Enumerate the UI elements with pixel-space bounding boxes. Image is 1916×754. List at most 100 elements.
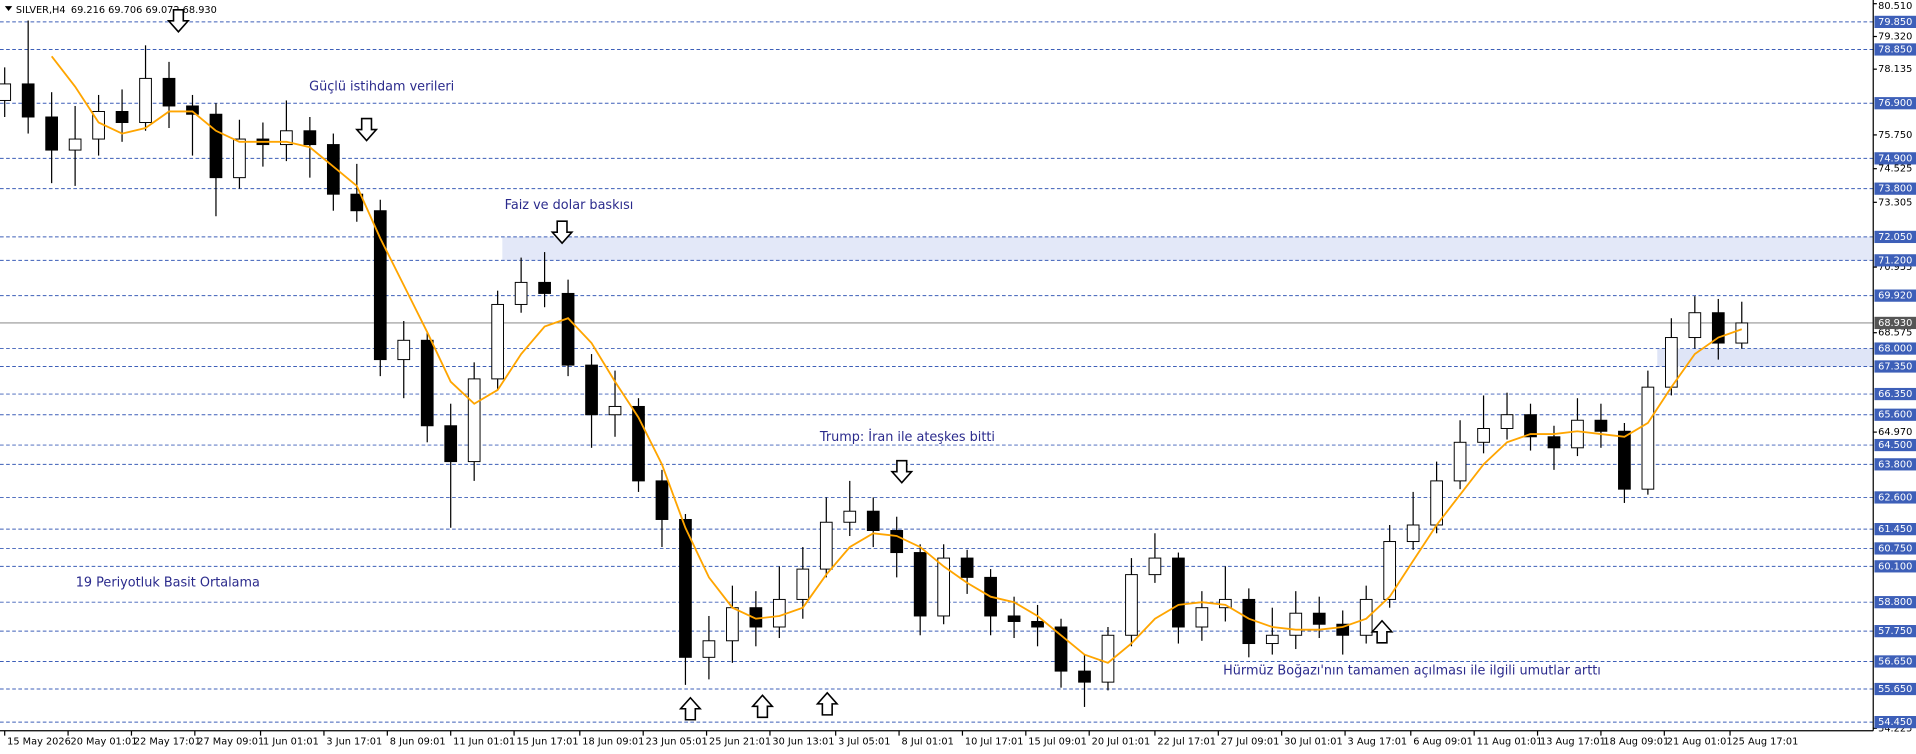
x-tick-label: 3 Jun 17:01 — [326, 737, 382, 748]
y-tick-label: 64.970 — [1878, 427, 1912, 438]
candle-body — [1571, 419, 1584, 449]
annotation: Trump: İran ile ateşkes bitti — [819, 429, 995, 445]
zone — [1657, 348, 1874, 367]
candle-body — [960, 557, 974, 578]
candle-body — [726, 607, 739, 642]
candle-body — [1406, 524, 1420, 543]
candle-body — [1618, 430, 1631, 490]
candle-body — [937, 557, 951, 617]
current-price-box — [1874, 316, 1916, 330]
level-label-box — [1874, 458, 1916, 471]
ohlc-header: 69.216 69.706 69.072 68.930 — [71, 5, 217, 16]
candle-body — [1148, 557, 1162, 576]
candle-body — [702, 640, 716, 658]
candle-body — [1265, 634, 1279, 645]
x-tick-label: 25 Aug 17:01 — [1732, 737, 1798, 748]
level-label-box — [1874, 682, 1916, 696]
x-tick-label: 27 Jul 09:01 — [1221, 737, 1280, 748]
level-label-box — [1874, 438, 1916, 452]
level-label: 63.800 — [1878, 459, 1912, 470]
down-arrow — [550, 220, 574, 245]
y-tick-label: 68.575 — [1878, 328, 1912, 339]
level-label: 76.900 — [1878, 98, 1912, 109]
x-tick-label: 8 Jun 09:01 — [390, 737, 446, 748]
x-tick-label: 3 Jul 05:01 — [838, 737, 890, 748]
x-tick-label: 6 Aug 09:01 — [1413, 737, 1473, 748]
level-label-box — [1874, 254, 1916, 267]
candle-body — [1500, 414, 1514, 430]
annotation: Hürmüz Boğazı'nın tamamen açılması ile i… — [1223, 663, 1601, 678]
candle-body — [115, 110, 129, 124]
candle-body — [1594, 419, 1608, 432]
level-label: 55.650 — [1878, 684, 1912, 695]
level-label: 54.450 — [1878, 717, 1912, 728]
candle-body — [843, 510, 857, 523]
level-label-box — [1874, 625, 1916, 638]
candle-body — [1242, 598, 1256, 645]
annotation: 19 Periyotluk Basit Ortalama — [76, 575, 260, 590]
candle-body — [1078, 670, 1091, 683]
level-label-box — [1874, 342, 1916, 355]
x-tick-label: 21 Aug 01:01 — [1667, 737, 1733, 748]
x-tick-label: 10 Jul 17:01 — [965, 737, 1024, 748]
level-label: 66.350 — [1878, 389, 1912, 400]
level-label: 65.600 — [1878, 410, 1912, 421]
candle-body — [796, 568, 810, 600]
candle-body — [1641, 386, 1655, 490]
candle-body — [913, 552, 927, 617]
candle-body — [1359, 598, 1373, 636]
annotation: Güçlü istihdam verileri — [309, 79, 454, 94]
x-tick-label: 15 Jun 17:01 — [517, 737, 579, 748]
down-arrow — [166, 9, 190, 33]
x-tick-label: 11 Jun 01:01 — [453, 737, 515, 748]
up-arrow — [678, 696, 702, 721]
level-label-box — [1874, 542, 1916, 555]
level-label: 69.920 — [1878, 291, 1912, 302]
candle-body — [1289, 612, 1303, 636]
candle-body — [303, 130, 317, 146]
candle-body — [491, 303, 505, 380]
candle-body — [233, 138, 246, 179]
arrows — [166, 9, 1394, 721]
candle-body — [420, 339, 434, 427]
x-tick-label: 8 Jul 01:01 — [902, 737, 954, 748]
candle-body — [585, 364, 598, 416]
symbol-title: SILVER,H4 — [16, 5, 66, 16]
candle-body — [162, 77, 176, 107]
level-label: 56.650 — [1878, 656, 1912, 667]
candle-body — [1453, 441, 1467, 482]
up-arrow — [815, 691, 839, 716]
level-label-box — [1874, 655, 1916, 668]
current-price-label: 68.930 — [1878, 318, 1912, 329]
level-label-box — [1874, 152, 1916, 165]
level-label-box — [1874, 596, 1916, 609]
level-label: 78.850 — [1878, 44, 1912, 55]
candle-body — [444, 425, 458, 463]
x-tick-label: 3 Aug 17:01 — [1348, 737, 1408, 748]
candle-body — [1664, 337, 1678, 388]
candle-body — [1172, 557, 1185, 628]
y-tick-label: 79.320 — [1878, 32, 1912, 43]
x-tick-label: 23 Jun 05:01 — [646, 737, 708, 748]
level-label: 62.600 — [1878, 492, 1912, 503]
candle-body — [1547, 436, 1561, 449]
annotation: Faiz ve dolar baskısı — [505, 198, 634, 213]
level-label: 64.500 — [1878, 440, 1912, 451]
level-label-box — [1874, 230, 1916, 244]
x-tick-label: 22 Jul 17:01 — [1157, 737, 1216, 748]
level-label: 79.850 — [1878, 17, 1912, 28]
level-label-box — [1874, 560, 1916, 573]
x-tick-label: 11 Aug 01:01 — [1477, 737, 1543, 748]
level-label-box — [1874, 387, 1916, 401]
x-tick-label: 15 Jul 09:01 — [1028, 737, 1087, 748]
candle-body — [1054, 626, 1068, 672]
level-label: 57.750 — [1878, 626, 1912, 637]
y-tick-label: 74.525 — [1878, 164, 1912, 175]
down-arrow — [890, 459, 914, 484]
candle-body — [467, 378, 481, 463]
candle-body — [608, 405, 622, 416]
x-tick-label: 30 Jul 01:01 — [1284, 737, 1343, 748]
level-label-box — [1874, 43, 1916, 56]
candle-body — [1125, 574, 1138, 636]
